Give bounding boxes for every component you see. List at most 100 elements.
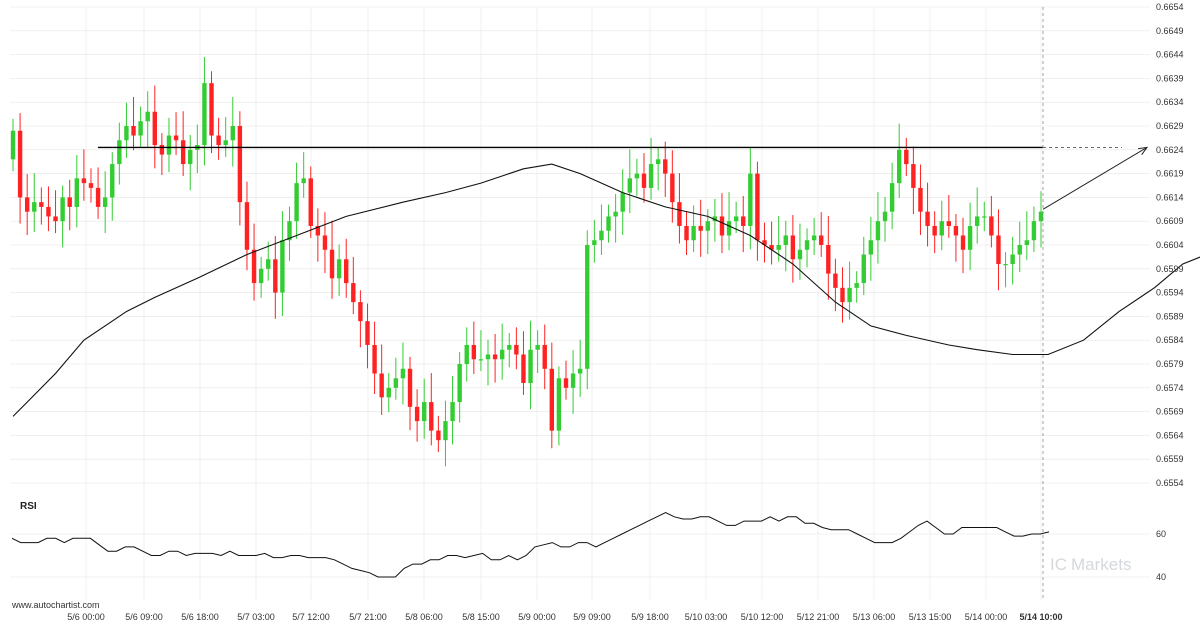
- candle-body: [329, 249, 335, 279]
- rsi-tick: 40: [1156, 572, 1166, 582]
- candle-body: [407, 368, 413, 407]
- candle-body: [620, 192, 625, 212]
- candle-body: [677, 202, 682, 226]
- candle-body: [124, 126, 129, 141]
- moving-average-line: [12, 163, 1200, 417]
- candle-body: [39, 202, 44, 207]
- candle-body: [202, 83, 207, 146]
- candle-body: [422, 402, 427, 422]
- price-tick: 0.6644: [1156, 50, 1184, 60]
- candle-body: [1038, 211, 1044, 222]
- price-tick: 0.6624: [1156, 145, 1184, 155]
- moving-average-series: [12, 163, 1200, 417]
- candle-body: [826, 245, 831, 274]
- candle-body: [308, 178, 313, 226]
- candle-body: [53, 216, 58, 222]
- candle-body: [960, 235, 966, 250]
- candle-body: [138, 121, 143, 136]
- time-tick: 5/8 06:00: [405, 612, 443, 622]
- candle-body: [655, 159, 661, 165]
- time-tick: 5/6 09:00: [125, 612, 163, 622]
- candle-body: [117, 140, 122, 165]
- time-tick: 5/10 03:00: [685, 612, 728, 622]
- projection-arrow-line: [1042, 146, 1148, 210]
- candle-body: [244, 202, 250, 250]
- candle-body: [379, 373, 384, 398]
- candle-body: [514, 344, 519, 355]
- candle-body: [301, 178, 306, 184]
- candle-body: [776, 245, 781, 250]
- candle-body: [336, 259, 342, 279]
- candle-body: [946, 221, 952, 226]
- time-axis: 5/6 00:00 5/6 09:00 5/6 18:00 5/7 03:00 5/7 …: [67, 612, 1062, 622]
- rsi-tick: 60: [1156, 529, 1166, 539]
- candle-body: [847, 287, 852, 303]
- candle-body: [861, 254, 866, 284]
- candle-body: [237, 126, 243, 203]
- candle-body: [577, 368, 583, 374]
- candle-body: [606, 216, 611, 231]
- candle-body: [131, 126, 136, 136]
- price-tick: 0.6564: [1156, 430, 1184, 440]
- candle-body: [322, 235, 328, 250]
- candle-body: [400, 368, 406, 379]
- price-tick: 0.6629: [1156, 121, 1184, 131]
- candle-body: [74, 178, 80, 207]
- candle-body: [875, 221, 881, 241]
- candle-body: [166, 135, 172, 155]
- price-tick: 0.6554: [1156, 478, 1184, 488]
- candle-body: [1031, 221, 1037, 241]
- resistance-level: [98, 7, 1149, 600]
- candle-body: [556, 378, 562, 431]
- candle-body: [882, 211, 888, 222]
- price-tick: 0.6584: [1156, 335, 1184, 345]
- price-tick: 0.6579: [1156, 359, 1184, 369]
- candle-body: [95, 187, 101, 207]
- candle-body: [904, 149, 909, 165]
- candle-body: [741, 216, 746, 226]
- candle-body: [549, 368, 555, 431]
- candle-body: [967, 225, 973, 250]
- grid-lines: [10, 6, 1150, 600]
- watermark-mark: IC: [1050, 555, 1067, 574]
- candle-body: [230, 126, 235, 141]
- candle-body: [32, 202, 37, 212]
- candle-body: [925, 211, 930, 226]
- candle-body: [1003, 264, 1008, 266]
- candle-body: [542, 344, 547, 369]
- candle-body: [386, 387, 391, 398]
- candle-body: [797, 249, 803, 260]
- candle-body: [974, 216, 980, 226]
- source-label: www.autochartist.com: [11, 600, 100, 610]
- rsi-line: [11, 511, 1050, 578]
- candle-body: [280, 240, 285, 293]
- candle-body: [833, 273, 838, 288]
- candle-body: [691, 225, 696, 241]
- candle-body: [17, 130, 23, 198]
- time-tick: 5/14 00:00: [965, 612, 1008, 622]
- candle-body: [726, 221, 732, 236]
- rsi-label: RSI: [20, 501, 37, 512]
- time-tick: 5/7 12:00: [292, 612, 330, 622]
- candle-body: [1024, 240, 1030, 245]
- price-tick: 0.6634: [1156, 97, 1184, 107]
- candle-body: [535, 344, 540, 350]
- time-tick: 5/9 09:00: [573, 612, 611, 622]
- candle-body: [294, 183, 299, 222]
- candle-body: [471, 344, 477, 360]
- price-tick: 0.6614: [1156, 192, 1184, 202]
- rsi-panel: 60 40: [10, 511, 1166, 582]
- candle-body: [804, 240, 810, 250]
- candle-body: [911, 164, 916, 188]
- candle-body: [953, 225, 959, 236]
- candle-body: [372, 344, 377, 374]
- candle-body: [81, 178, 87, 184]
- candle-body: [1010, 254, 1015, 265]
- time-tick: 5/6 00:00: [67, 612, 105, 622]
- price-tick: 0.6574: [1156, 383, 1184, 393]
- candle-body: [273, 259, 278, 293]
- candle-body: [811, 235, 817, 241]
- candle-body: [159, 145, 165, 155]
- candle-body: [889, 183, 895, 212]
